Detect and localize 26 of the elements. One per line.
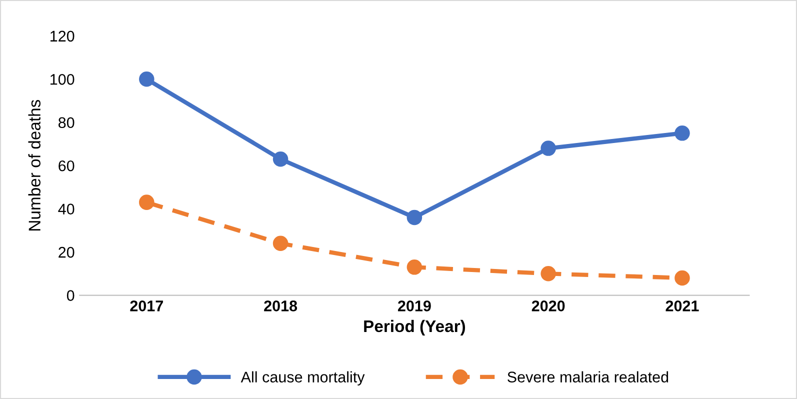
x-tick-label: 2017 (130, 300, 163, 312)
legend-label: All cause mortality (240, 371, 365, 386)
legend-label: Severe malaria realated (508, 371, 668, 382)
point (540, 140, 556, 156)
point (674, 126, 690, 141)
x-tick-label: 2020 (532, 300, 565, 312)
point (139, 194, 154, 210)
y-tick-label: 80 (58, 117, 74, 128)
x-axis-title: Period (Year) (364, 320, 466, 336)
x-tick-label: 2021 (666, 300, 699, 312)
y-tick-label: 0 (66, 290, 74, 301)
y-tick-label: 20 (58, 246, 74, 258)
y-tick-label: 120 (50, 30, 74, 42)
point (540, 266, 556, 282)
y-axis-title: Number of deaths (28, 100, 40, 230)
point (139, 71, 154, 87)
point (272, 151, 288, 167)
x-tick-label: 2018 (264, 300, 298, 312)
y-tick-label: 60 (58, 160, 74, 172)
y-tick-label: 100 (50, 74, 74, 85)
x-tick-label: 2019 (398, 300, 431, 312)
y-tick-label: 40 (58, 204, 74, 214)
point (272, 236, 288, 252)
point (406, 210, 422, 226)
point (406, 260, 422, 275)
point (674, 270, 690, 286)
